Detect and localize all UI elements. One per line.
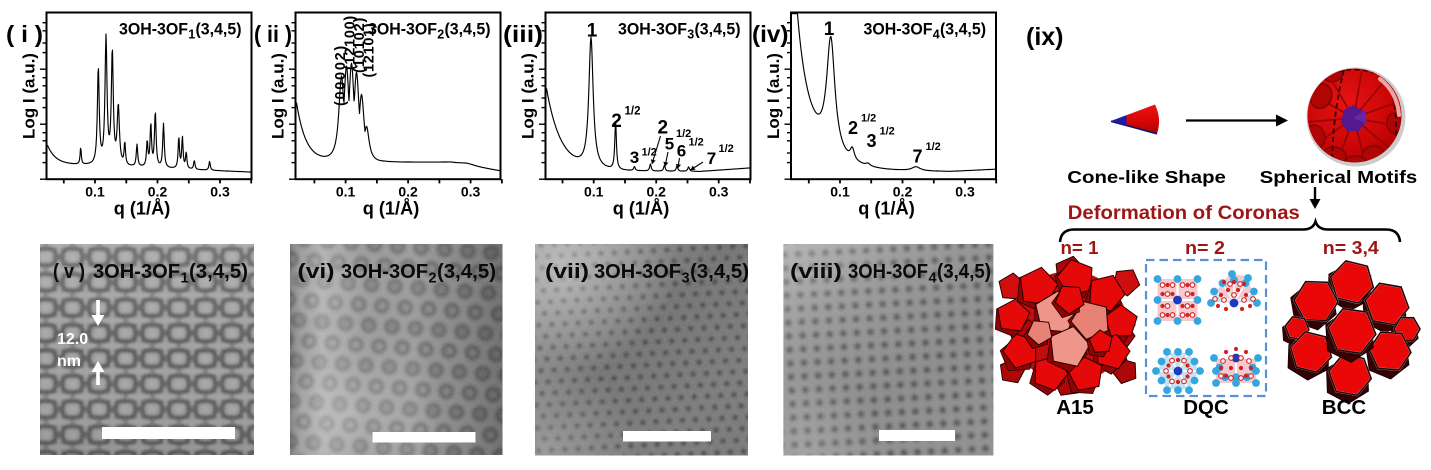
svg-text:0.1: 0.1 [584,184,604,200]
svg-text:3OH-3OF: 3OH-3OF [119,20,188,39]
svg-text:3OH-3OF: 3OH-3OF [341,260,428,283]
svg-text:1/2: 1/2 [926,141,941,153]
svg-text:5: 5 [665,135,674,154]
svg-text:(3,4,5): (3,4,5) [196,20,242,39]
svg-text:3: 3 [866,131,876,151]
svg-text:(3,4,5): (3,4,5) [437,260,496,283]
svg-text:3: 3 [687,28,694,42]
svg-text:2: 2 [848,118,858,138]
svg-text:( ii ): ( ii ) [254,21,292,47]
svg-text:Log I (a.u.): Log I (a.u.) [20,53,39,139]
svg-text:(iv): (iv) [752,21,789,47]
svg-text:Log I (a.u.): Log I (a.u.) [269,53,288,139]
svg-text:(12101): (12101) [362,23,378,78]
svg-text:0.2: 0.2 [646,184,666,200]
svg-text:Log I (a.u.): Log I (a.u.) [764,53,783,139]
svg-text:7: 7 [707,149,716,168]
svg-text:Cone-like Shape: Cone-like Shape [1067,167,1226,187]
svg-text:n= 3,4: n= 3,4 [1323,238,1379,258]
svg-text:6: 6 [677,142,686,161]
svg-text:7: 7 [912,147,922,167]
svg-text:n= 2: n= 2 [1185,238,1225,258]
svg-text:3OH-3OF: 3OH-3OF [368,20,437,39]
svg-text:0.2: 0.2 [893,184,913,200]
svg-text:3OH-3OF: 3OH-3OF [864,20,933,39]
svg-text:0.2: 0.2 [148,184,168,200]
svg-text:( v ): ( v ) [53,260,85,283]
svg-text:BCC: BCC [1322,396,1367,419]
svg-text:q (1/Å): q (1/Å) [363,198,420,219]
svg-text:Log I (a.u.): Log I (a.u.) [519,53,538,139]
svg-text:2: 2 [658,118,669,139]
svg-text:1/2: 1/2 [676,128,691,140]
svg-text:Spherical Motifs: Spherical Motifs [1260,167,1418,187]
svg-text:1/2: 1/2 [880,126,895,138]
svg-text:3: 3 [630,148,639,167]
svg-text:A15: A15 [1056,396,1094,419]
svg-text:3OH-3OF: 3OH-3OF [618,20,687,39]
svg-text:Deformation of Coronas: Deformation of Coronas [1068,203,1300,224]
svg-text:q (1/Å): q (1/Å) [858,198,915,219]
svg-text:(vii): (vii) [545,260,589,283]
svg-text:(vi): (vi) [298,260,335,283]
svg-text:1/2: 1/2 [689,137,704,149]
svg-text:1: 1 [824,19,835,40]
svg-text:(3,4,5): (3,4,5) [695,20,741,39]
svg-text:(3,4,5): (3,4,5) [445,20,491,39]
svg-text:(3,4,5): (3,4,5) [937,260,991,283]
svg-text:0.3: 0.3 [461,184,481,200]
svg-text:1/2: 1/2 [642,147,657,159]
svg-text:0.1: 0.1 [85,184,105,200]
svg-text:(ix): (ix) [1026,23,1064,51]
svg-text:nm: nm [57,353,81,370]
svg-text:(viii): (viii) [790,260,842,283]
svg-text:(iii): (iii) [503,21,543,47]
svg-text:(10102): (10102) [352,17,368,73]
svg-text:0.3: 0.3 [709,184,729,200]
svg-text:(12100): (12100) [343,15,359,70]
svg-text:q (1/Å): q (1/Å) [114,198,171,219]
svg-text:1/2: 1/2 [861,113,876,125]
svg-text:0.1: 0.1 [336,184,356,200]
svg-text:( i ): ( i ) [6,21,43,47]
svg-text:1: 1 [188,28,195,42]
svg-text:3OH-3OF: 3OH-3OF [848,260,928,283]
svg-text:4: 4 [933,28,940,42]
svg-text:4: 4 [929,271,937,287]
svg-text:(3,4,5): (3,4,5) [189,260,248,283]
svg-text:0.2: 0.2 [398,184,418,200]
svg-text:2: 2 [437,28,444,42]
svg-text:0.3: 0.3 [955,184,975,200]
svg-text:DQC: DQC [1183,396,1229,419]
svg-text:(3,4,5): (3,4,5) [690,260,749,283]
svg-text:(3,4,5): (3,4,5) [940,20,986,39]
svg-text:1/2: 1/2 [625,106,641,118]
svg-text:(00002): (00002) [333,44,349,106]
svg-text:3: 3 [682,271,690,287]
svg-text:1: 1 [587,21,598,42]
svg-text:3OH-3OF: 3OH-3OF [93,260,180,283]
svg-text:2: 2 [611,111,622,132]
svg-text:0.3: 0.3 [210,184,230,200]
svg-text:3OH-3OF: 3OH-3OF [594,260,681,283]
svg-text:1: 1 [181,271,189,287]
svg-text:2: 2 [429,271,437,287]
svg-text:q (1/Å): q (1/Å) [613,198,670,219]
svg-text:0.1: 0.1 [830,184,850,200]
svg-text:12.0: 12.0 [57,331,88,348]
svg-text:n= 1: n= 1 [1061,238,1099,258]
svg-text:1/2: 1/2 [719,143,734,155]
